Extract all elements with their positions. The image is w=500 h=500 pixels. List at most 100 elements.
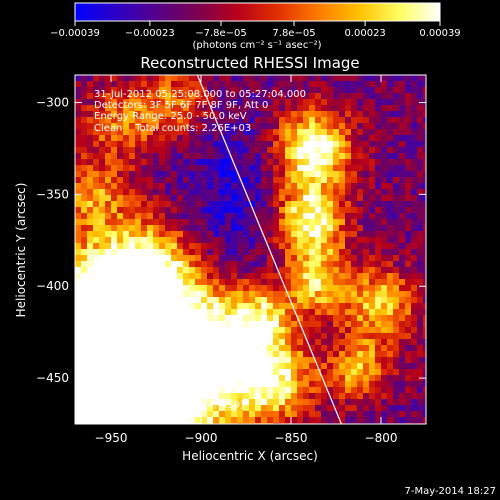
heatmap-cell — [261, 375, 268, 382]
heatmap-cell — [207, 171, 214, 178]
heatmap-cell — [189, 135, 196, 142]
heatmap-cell — [141, 129, 148, 136]
heatmap-cell — [393, 393, 400, 400]
heatmap-cell — [279, 243, 286, 250]
heatmap-cell — [285, 87, 292, 94]
heatmap-cell — [255, 357, 262, 364]
heatmap-cell — [387, 315, 394, 322]
heatmap-cell — [321, 363, 328, 370]
heatmap-cell — [411, 219, 418, 226]
heatmap-cell — [243, 411, 250, 418]
heatmap-cell — [75, 129, 82, 136]
heatmap-cell — [399, 177, 406, 184]
heatmap-cell — [351, 375, 358, 382]
heatmap-cell — [375, 405, 382, 412]
heatmap-cell — [171, 279, 178, 286]
heatmap-cell — [93, 279, 100, 286]
heatmap-cell — [357, 189, 364, 196]
heatmap-cell — [93, 387, 100, 394]
heatmap-cell — [303, 135, 310, 142]
heatmap-cell — [201, 279, 208, 286]
heatmap-cell — [183, 213, 190, 220]
heatmap-cell — [345, 147, 352, 154]
heatmap-cell — [171, 183, 178, 190]
heatmap-cell — [381, 225, 388, 232]
heatmap-cell — [243, 147, 250, 154]
heatmap-cell — [117, 159, 124, 166]
heatmap-cell — [387, 255, 394, 262]
heatmap-cell — [363, 261, 370, 268]
heatmap-cell — [225, 237, 232, 244]
heatmap-cell — [195, 123, 202, 130]
heatmap-cell — [201, 285, 208, 292]
heatmap-cell — [129, 333, 136, 340]
heatmap-cell — [153, 147, 160, 154]
heatmap-cell — [345, 237, 352, 244]
heatmap-cell — [297, 285, 304, 292]
heatmap-cell — [291, 309, 298, 316]
heatmap-cell — [291, 345, 298, 352]
heatmap-cell — [75, 237, 82, 244]
heatmap-cell — [213, 177, 220, 184]
heatmap-cell — [333, 231, 340, 238]
heatmap-cell — [123, 123, 130, 130]
heatmap-cell — [81, 399, 88, 406]
heatmap-cell — [381, 315, 388, 322]
heatmap-cell — [249, 165, 256, 172]
heatmap-cell — [183, 153, 190, 160]
plot-frame — [74, 74, 427, 425]
heatmap-cell — [411, 285, 418, 292]
heatmap-cell — [207, 231, 214, 238]
heatmap-cell — [393, 279, 400, 286]
heatmap-cell — [159, 249, 166, 256]
heatmap-cell — [303, 207, 310, 214]
heatmap-cell — [363, 93, 370, 100]
heatmap-cell — [159, 81, 166, 88]
heatmap-cell — [225, 315, 232, 322]
heatmap-cell — [159, 309, 166, 316]
heatmap-cell — [153, 255, 160, 262]
heatmap-cell — [393, 249, 400, 256]
heatmap-cell — [105, 309, 112, 316]
heatmap-cell — [297, 237, 304, 244]
heatmap-cell — [315, 81, 322, 88]
heatmap-cell — [213, 357, 220, 364]
heatmap-cell — [225, 279, 232, 286]
heatmap-cell — [195, 153, 202, 160]
heatmap-cell — [171, 327, 178, 334]
heatmap-cell — [201, 333, 208, 340]
heatmap-cell — [291, 225, 298, 232]
heatmap-cell — [309, 141, 316, 148]
heatmap-cell — [201, 267, 208, 274]
heatmap-cell — [243, 99, 250, 106]
heatmap-cell — [309, 159, 316, 166]
heatmap-cell — [303, 201, 310, 208]
heatmap-cell — [303, 219, 310, 226]
heatmap-cell — [315, 399, 322, 406]
heatmap-cell — [279, 207, 286, 214]
heatmap-cell — [213, 237, 220, 244]
heatmap-cell — [75, 285, 82, 292]
heatmap-cell — [315, 321, 322, 328]
heatmap-cell — [243, 243, 250, 250]
heatmap-cell — [105, 183, 112, 190]
heatmap-cell — [339, 165, 346, 172]
heatmap-cell — [381, 363, 388, 370]
heatmap-cell — [93, 417, 100, 424]
heatmap-cell — [225, 243, 232, 250]
heatmap-cell — [141, 183, 148, 190]
heatmap-cell — [309, 375, 316, 382]
heatmap-cell — [207, 243, 214, 250]
heatmap-cell — [117, 255, 124, 262]
heatmap-cell — [405, 165, 412, 172]
heatmap-cell — [411, 177, 418, 184]
heatmap-cell — [369, 291, 376, 298]
heatmap-cell — [261, 327, 268, 334]
heatmap-cell — [213, 189, 220, 196]
heatmap-cell — [369, 105, 376, 112]
heatmap-cell — [291, 399, 298, 406]
heatmap-cell — [345, 255, 352, 262]
heatmap-cell — [93, 291, 100, 298]
heatmap-cell — [225, 321, 232, 328]
heatmap-cell — [399, 243, 406, 250]
